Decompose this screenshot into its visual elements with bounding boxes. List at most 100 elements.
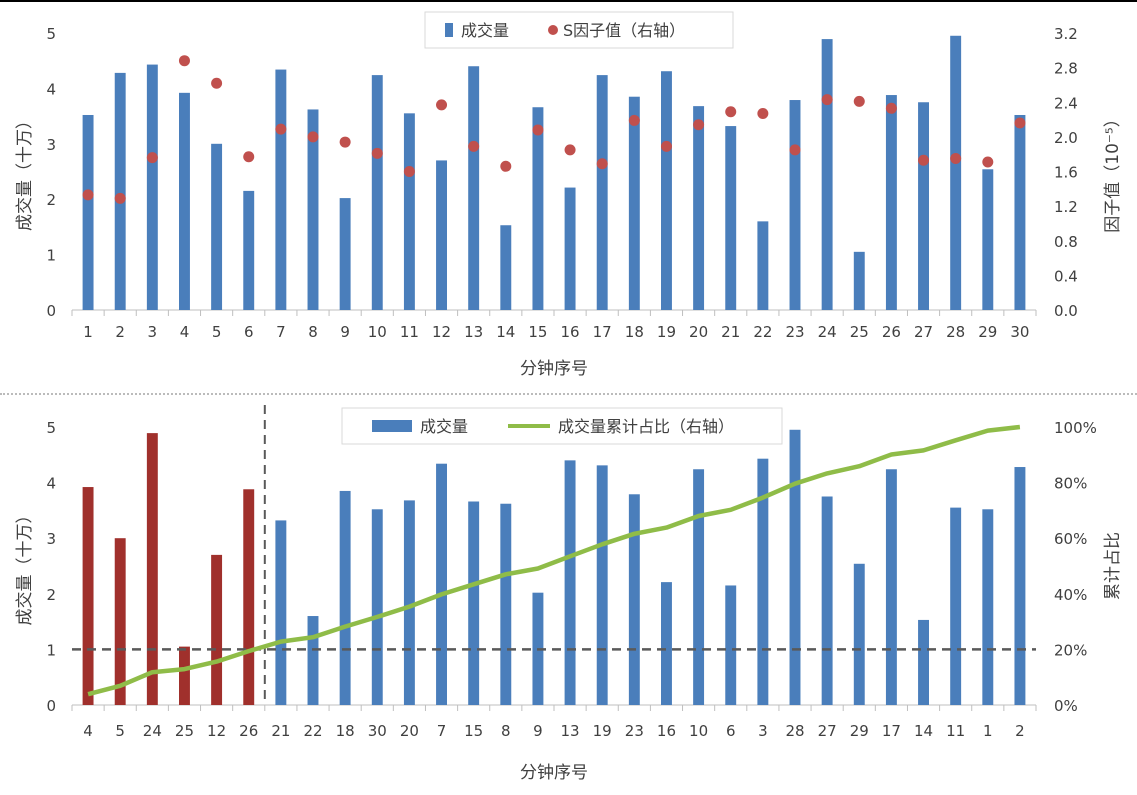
factor-point — [725, 106, 737, 118]
bar — [146, 433, 158, 705]
x-tick-label: 29 — [978, 323, 997, 341]
y-axis-title: 成交量（十万） — [15, 507, 35, 626]
factor-point — [918, 154, 930, 166]
x-tick-label: 11 — [946, 722, 965, 740]
factor-point — [628, 114, 640, 126]
y2-tick-label: 2.8 — [1054, 60, 1078, 78]
legend-label: 成交量 — [420, 417, 468, 436]
x-tick-label: 29 — [850, 722, 869, 740]
x-axis-title: 分钟序号 — [520, 359, 588, 379]
bar — [468, 501, 480, 705]
y2-tick-label: 3.2 — [1054, 25, 1078, 43]
y2-axis-title: 累计占比 — [1103, 532, 1123, 600]
x-tick-label: 26 — [882, 323, 901, 341]
bar — [436, 463, 447, 705]
x-tick-label: 7 — [276, 323, 286, 341]
bar — [789, 100, 801, 310]
x-tick-label: 4 — [180, 323, 190, 341]
bar — [275, 520, 287, 705]
y2-tick-label: 0.4 — [1054, 267, 1078, 285]
x-tick-label: 12 — [207, 722, 226, 740]
x-tick-label: 27 — [914, 323, 933, 341]
factor-point — [436, 99, 448, 111]
x-tick-label: 15 — [528, 323, 547, 341]
top-border — [0, 0, 1137, 2]
x-tick-label: 25 — [175, 722, 194, 740]
x-tick-label: 25 — [850, 323, 869, 341]
cumulative-line — [87, 424, 1021, 697]
x-tick-label: 22 — [753, 323, 772, 341]
x-tick-label: 1 — [83, 323, 93, 341]
bar — [821, 39, 833, 311]
x-tick-label: 15 — [464, 722, 483, 740]
x-tick-label: 23 — [785, 323, 804, 341]
x-tick-label: 19 — [657, 323, 676, 341]
x-tick-label: 6 — [244, 323, 254, 341]
x-tick-label: 24 — [818, 323, 837, 341]
y-tick-label: 0 — [46, 302, 56, 320]
bar — [532, 107, 544, 311]
bar — [211, 554, 223, 705]
x-tick-label: 24 — [143, 722, 162, 740]
y-tick-label: 0 — [46, 697, 56, 715]
x-tick-label: 27 — [818, 722, 837, 740]
bar — [596, 75, 608, 310]
bar — [693, 106, 705, 311]
bar — [564, 460, 576, 705]
factor-point — [371, 147, 383, 159]
x-tick-label: 22 — [303, 722, 322, 740]
bar — [114, 72, 126, 310]
factor-point — [885, 102, 897, 114]
y2-tick-label: 1.6 — [1054, 164, 1078, 182]
x-tick-label: 28 — [785, 722, 804, 740]
x-tick-label: 2 — [115, 323, 125, 341]
bar — [371, 509, 383, 705]
bar — [403, 500, 415, 705]
legend-swatch-dot — [548, 25, 558, 35]
x-tick-label: 11 — [400, 323, 419, 341]
x-tick-label: 14 — [914, 722, 933, 740]
factor-point — [757, 108, 769, 120]
bar — [853, 563, 865, 705]
factor-point — [339, 136, 351, 148]
bar — [146, 64, 158, 310]
factor-point — [82, 189, 94, 201]
bar — [596, 465, 608, 705]
x-tick-label: 14 — [496, 323, 515, 341]
x-tick-label: 20 — [689, 323, 708, 341]
x-tick-label: 13 — [464, 323, 483, 341]
x-tick-label: 21 — [721, 323, 740, 341]
bar — [725, 126, 737, 311]
bar — [436, 160, 447, 310]
bar — [339, 490, 351, 705]
bar — [564, 187, 576, 310]
bar — [307, 616, 319, 705]
x-tick-label: 9 — [340, 323, 350, 341]
x-tick-label: 6 — [726, 722, 736, 740]
legend-box — [424, 11, 734, 49]
y-tick-label: 1 — [46, 641, 56, 659]
bar — [339, 198, 351, 310]
y-tick-label: 2 — [46, 191, 56, 209]
y-tick-label: 2 — [46, 586, 56, 604]
y-tick-label: 5 — [46, 419, 56, 437]
y-tick-label: 4 — [46, 475, 56, 493]
bar — [950, 35, 962, 311]
legend-label: 成交量累计占比（右轴） — [558, 417, 734, 436]
factor-point — [403, 166, 415, 177]
legend-box — [341, 407, 783, 445]
x-tick-label: 23 — [625, 722, 644, 740]
x-tick-label: 1 — [983, 722, 993, 740]
x-tick-label: 2 — [1015, 722, 1025, 740]
x-tick-label: 7 — [437, 722, 447, 740]
factor-point — [821, 94, 833, 106]
bar — [371, 75, 383, 310]
y2-tick-label: 0% — [1054, 697, 1078, 715]
x-tick-label: 28 — [946, 323, 965, 341]
x-tick-label: 17 — [593, 323, 612, 341]
bar — [918, 619, 929, 705]
panel-divider — [0, 393, 1137, 395]
y-tick-label: 1 — [46, 247, 56, 265]
x-tick-label: 21 — [271, 722, 290, 740]
